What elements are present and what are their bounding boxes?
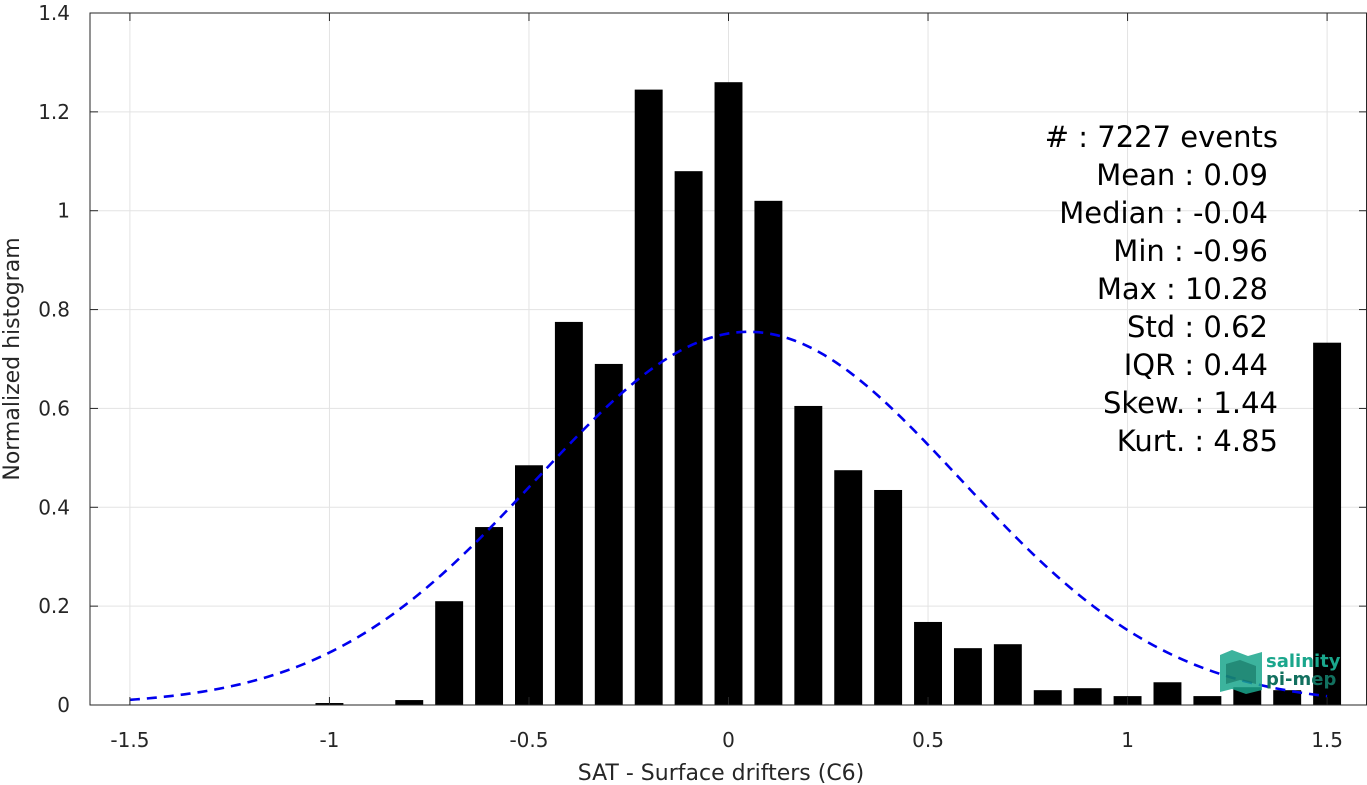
histogram-bar bbox=[953, 648, 982, 705]
histogram-bar bbox=[1273, 690, 1302, 705]
x-tick-label: 0 bbox=[722, 728, 735, 752]
bars bbox=[315, 82, 1342, 706]
histogram-bar bbox=[1033, 690, 1062, 705]
stat-line: Skew. : 1.44 bbox=[1103, 386, 1278, 420]
y-tick-label: 0.8 bbox=[38, 298, 70, 322]
histogram-bar bbox=[1313, 342, 1342, 705]
stat-line: IQR : 0.44 bbox=[1124, 348, 1268, 382]
histogram-bar bbox=[1073, 688, 1102, 705]
stat-line: # : 7227 events bbox=[1045, 120, 1278, 154]
stat-line: Kurt. : 4.85 bbox=[1117, 424, 1278, 458]
y-tick-label: 0 bbox=[57, 693, 70, 717]
stat-line: Median : -0.04 bbox=[1059, 196, 1268, 230]
y-tick-label: 0.4 bbox=[38, 495, 70, 519]
stat-line: Min : -0.96 bbox=[1113, 234, 1268, 268]
histogram-bar bbox=[515, 465, 543, 705]
x-axis-label: SAT - Surface drifters (C6) bbox=[578, 761, 865, 785]
x-tick-label: -0.5 bbox=[509, 728, 548, 752]
y-tick-label: 0.6 bbox=[38, 396, 70, 420]
y-tick-label: 0.2 bbox=[38, 594, 70, 618]
histogram-bar bbox=[435, 601, 464, 705]
histogram-bar bbox=[914, 621, 942, 705]
y-tick-label: 1.4 bbox=[38, 1, 70, 25]
y-tick-label: 1 bbox=[57, 199, 70, 223]
x-tick-label: -1 bbox=[319, 728, 339, 752]
histogram-bar bbox=[1153, 682, 1182, 705]
logo-text-pimep: pi-mep bbox=[1266, 669, 1336, 690]
x-tick-label: 1.5 bbox=[1311, 728, 1343, 752]
histogram-bar bbox=[395, 700, 424, 705]
statistics-box: # : 7227 events Mean : 0.09 Median : -0.04… bbox=[1045, 120, 1278, 458]
y-axis-label: Normalized histogram bbox=[0, 237, 25, 480]
histogram-bar bbox=[634, 89, 663, 706]
histogram-bar bbox=[754, 200, 783, 706]
x-tick-label: 0.5 bbox=[912, 728, 944, 752]
histogram-bar bbox=[834, 470, 863, 705]
x-tick-label: 1 bbox=[1121, 728, 1134, 752]
histogram-bar bbox=[674, 171, 703, 705]
gaussian-fit-curve bbox=[129, 330, 1328, 702]
histogram-bar bbox=[874, 489, 903, 705]
histogram-bar bbox=[714, 82, 743, 705]
histogram-bar bbox=[475, 527, 504, 705]
logo-text-salinity: salinity bbox=[1266, 651, 1341, 672]
stat-line: Std : 0.62 bbox=[1127, 310, 1268, 344]
x-axis-ticks: -1.5 -1 -0.5 0 0.5 1 1.5 bbox=[110, 13, 1343, 752]
histogram-bar bbox=[554, 321, 583, 705]
histogram-bar bbox=[1193, 696, 1222, 705]
salinity-pimep-logo: salinity pi-mep bbox=[1220, 650, 1341, 694]
histogram-bar bbox=[993, 644, 1022, 705]
histogram-bar bbox=[794, 405, 823, 705]
y-tick-label: 1.2 bbox=[38, 100, 70, 124]
x-tick-label: -1.5 bbox=[110, 728, 149, 752]
y-axis-ticks: 0 0.2 0.4 0.6 0.8 1 1.2 1.4 bbox=[38, 1, 1367, 717]
histogram-bar bbox=[594, 363, 623, 705]
stat-line: Mean : 0.09 bbox=[1096, 158, 1268, 192]
stat-line: Max : 10.28 bbox=[1097, 272, 1268, 306]
logo-wave-shade-icon bbox=[1226, 660, 1256, 684]
